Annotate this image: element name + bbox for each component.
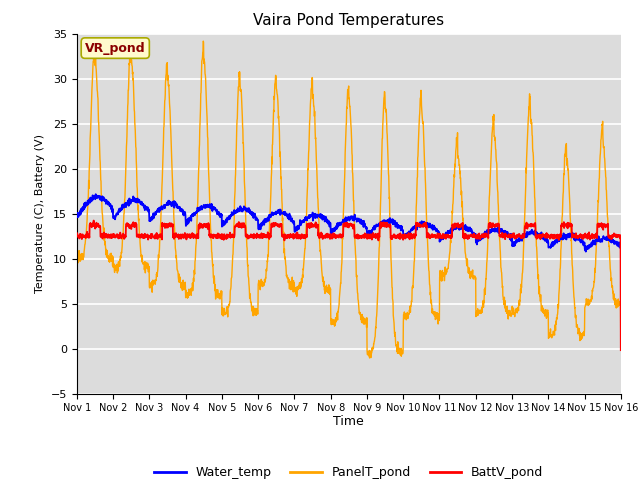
Text: VR_pond: VR_pond bbox=[85, 42, 145, 55]
X-axis label: Time: Time bbox=[333, 415, 364, 428]
Title: Vaira Pond Temperatures: Vaira Pond Temperatures bbox=[253, 13, 444, 28]
Legend: Water_temp, PanelT_pond, BattV_pond: Water_temp, PanelT_pond, BattV_pond bbox=[149, 461, 548, 480]
Y-axis label: Temperature (C), Battery (V): Temperature (C), Battery (V) bbox=[35, 134, 45, 293]
